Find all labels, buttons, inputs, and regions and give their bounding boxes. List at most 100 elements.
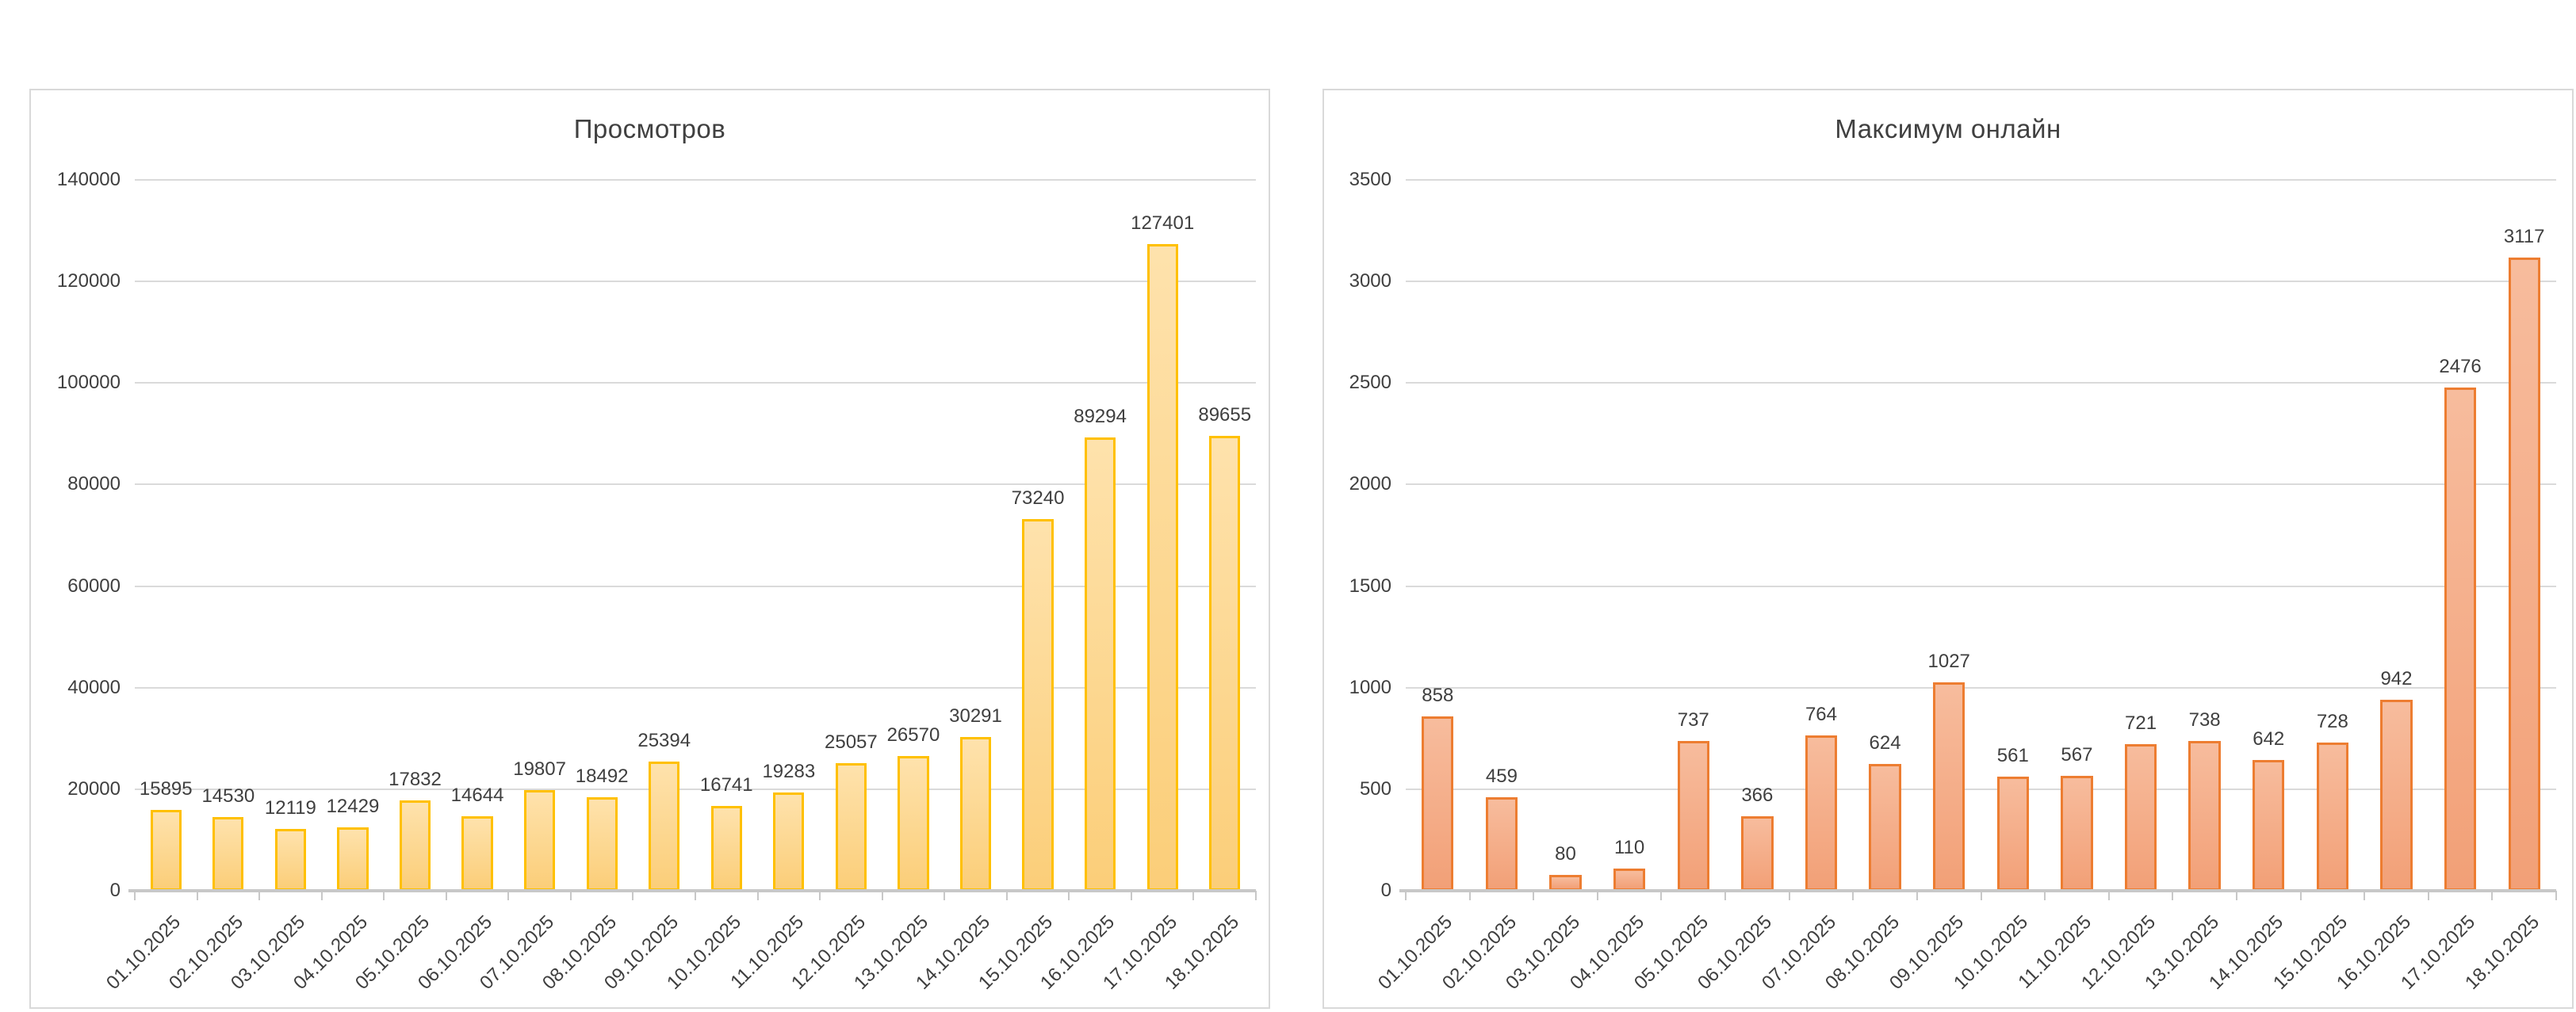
bar-value-label: 561 [1996,745,2029,767]
axis-tick [1788,891,1790,900]
bar [274,829,307,891]
bar [1209,435,1241,891]
axis-tick [2044,891,2046,900]
bar-value-label: 19283 [762,761,816,783]
axis-tick [1852,891,1854,900]
bar-value-label: 25057 [825,731,878,754]
bar-value-label: 110 [1613,836,1645,858]
axis-tick [320,891,323,900]
y-axis-tick-label: 120000 [56,270,121,292]
bar [1933,682,1965,891]
y-axis-tick-label: 140000 [56,169,121,190]
bar [399,800,431,891]
max-online-chart: Максимум онлайн 0 500 1000 1500 2000 2500 3000… [1322,89,2574,1009]
gridline [135,179,1256,181]
bar [2508,258,2540,891]
y-axis-tick-label: 100000 [56,372,121,394]
y-axis-tick-label: 2000 [1349,473,1391,495]
bar-value-label: 14530 [201,785,255,807]
bar [1805,735,1838,891]
views-chart-title: Просмотров [573,114,726,143]
axis-tick [2427,891,2429,900]
bar [959,736,992,891]
max-online-chart-title: Максимум онлайн [1835,114,2061,143]
axis-tick [2107,891,2110,900]
bar-value-label: 764 [1805,704,1837,726]
bar-value-label: 127401 [1131,212,1195,234]
gridline [1406,686,2556,689]
bar-value-label: 737 [1677,709,1709,731]
axis-tick [1468,891,1471,900]
bar [2444,388,2477,891]
y-axis-tick-label: 3000 [1349,270,1391,292]
axis-tick [2491,891,2494,900]
bar [150,810,182,891]
axis-tick [1255,891,1257,900]
bar [2253,760,2285,891]
bar-value-label: 19807 [513,758,566,781]
bar [212,816,244,891]
axis-tick [196,891,198,900]
max-online-chart-plot-area: 0 500 1000 1500 2000 2500 3000 3500 858 01.10.202… [1349,169,2557,994]
gridline [135,382,1256,384]
gridline [135,585,1256,587]
bar-value-label: 624 [1869,732,1901,754]
bar [1549,874,1582,891]
bar [1741,816,1774,891]
bar-value-label: 721 [2124,712,2157,735]
y-axis-tick-label: 60000 [67,575,121,597]
bar [1422,716,1454,891]
views-chart-plot-area: 0 20000 40000 60000 80000 100000 120000 140000 1… [57,169,1257,994]
y-axis-tick-label: 20000 [67,777,121,800]
bar-value-label: 25394 [637,730,691,752]
bar-value-label: 15895 [139,778,193,800]
axis-tick [632,891,634,900]
gridline [1406,382,2556,384]
axis-tick [1192,891,1195,900]
axis-tick [134,891,136,900]
axis-tick [1068,891,1070,900]
bar [1677,741,1709,891]
bar-value-label: 1027 [1927,650,1970,672]
gridline [1406,281,2556,283]
bar [1869,764,1901,891]
bar-value-label: 73240 [1011,487,1065,509]
bar [710,805,742,891]
axis-tick [1980,891,1982,900]
bar [773,792,805,891]
axis-tick [1724,891,1727,900]
axis-tick [2235,891,2237,900]
y-axis-tick-label: 80000 [67,473,121,495]
axis-tick [507,891,510,900]
axis-tick [1130,891,1132,900]
gridline [135,281,1256,283]
axis-tick [445,891,447,900]
axis-tick [2555,891,2557,900]
bar [898,755,929,891]
axis-tick [2364,891,2366,900]
axis-tick [2172,891,2174,900]
y-axis-tick-label: 40000 [67,676,121,698]
axis-tick [2299,891,2302,900]
bar [2124,744,2157,891]
bar [1485,797,1518,891]
bar [835,763,867,891]
bar [586,796,618,891]
gridline [1406,179,2556,181]
bar-value-label: 366 [1741,785,1774,807]
bar-value-label: 459 [1485,766,1518,788]
x-axis-line [1399,889,2556,892]
y-axis-tick-label: 2500 [1349,372,1391,394]
bar-value-label: 26570 [886,724,940,746]
bar-value-label: 30291 [949,705,1002,727]
views-chart: Просмотров 0 20000 40000 60000 80000 100000 12… [29,89,1270,1009]
bar-value-label: 89294 [1074,405,1127,427]
bar-value-label: 858 [1422,685,1454,707]
bar-value-label: 80 [1555,842,1576,865]
axis-tick [1916,891,1918,900]
y-axis-tick-label: 500 [1359,777,1391,800]
bar-value-label: 738 [2188,708,2221,731]
gridline [135,483,1256,486]
bar [2188,740,2221,891]
